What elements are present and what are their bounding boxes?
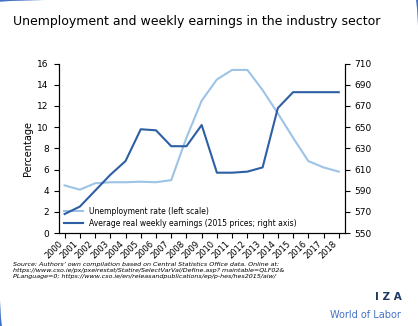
Legend: Unemployment rate (left scale), Average real weekly earnings (2015 prices; right: Unemployment rate (left scale), Average … [62, 205, 298, 229]
Text: Unemployment and weekly earnings in the industry sector: Unemployment and weekly earnings in the … [13, 15, 380, 28]
Y-axis label: Percentage: Percentage [23, 121, 33, 176]
Text: I Z A: I Z A [375, 291, 401, 302]
Text: World of Labor: World of Labor [330, 310, 401, 320]
Text: Source: Authors’ own compilation based on Central Statistics Office data. Online: Source: Authors’ own compilation based o… [13, 262, 284, 279]
